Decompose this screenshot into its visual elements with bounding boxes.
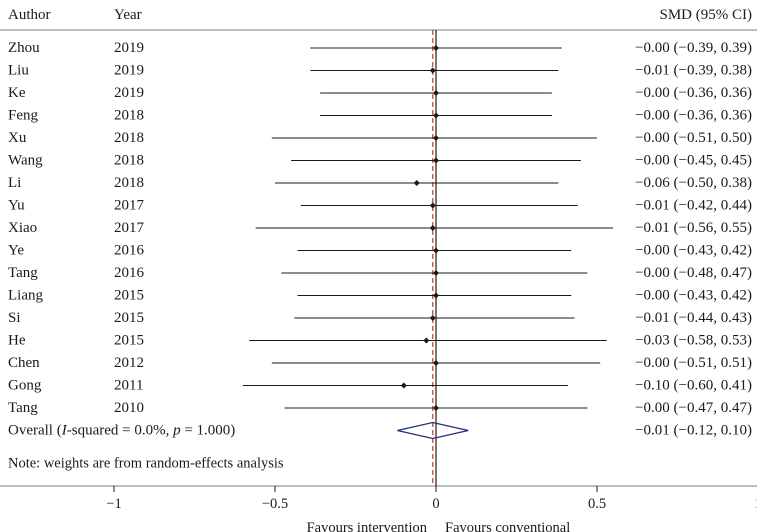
study-author: Xu <box>8 130 27 146</box>
study-year: 2018 <box>114 130 144 146</box>
study-year: 2019 <box>114 85 144 101</box>
header-effect: SMD (95% CI) <box>660 7 753 23</box>
overall-label-part: I <box>61 423 68 439</box>
study-point <box>429 67 436 74</box>
study-author: Zhou <box>8 40 40 56</box>
favours-left-label: Favours intervention <box>307 520 428 532</box>
study-year: 2015 <box>114 310 144 326</box>
study-ci-text: −0.10 (−0.60, 0.41) <box>635 378 752 394</box>
study-author: He <box>8 333 26 349</box>
study-author: Ke <box>8 85 26 101</box>
study-year: 2018 <box>114 153 144 169</box>
study-year: 2010 <box>114 400 144 416</box>
overall-label-part: Overall ( <box>8 423 62 439</box>
study-ci-text: −0.00 (−0.43, 0.42) <box>635 288 752 304</box>
study-ci-text: −0.00 (−0.45, 0.45) <box>635 153 752 169</box>
study-ci-text: −0.01 (−0.42, 0.44) <box>635 198 752 214</box>
study-author: Ye <box>8 243 24 259</box>
header-author: Author <box>8 7 51 23</box>
overall-label-part: -squared = 0.0%, <box>67 423 173 439</box>
study-author: Si <box>8 310 21 326</box>
study-ci-text: −0.00 (−0.48, 0.47) <box>635 265 752 281</box>
study-point <box>413 180 420 186</box>
study-ci-text: −0.00 (−0.36, 0.36) <box>635 85 752 101</box>
overall-label-part: p <box>172 423 181 439</box>
study-point <box>433 360 439 366</box>
study-year: 2015 <box>114 288 144 304</box>
study-author: Gong <box>8 378 42 394</box>
study-point <box>429 202 436 209</box>
study-year: 2016 <box>114 243 145 259</box>
study-point <box>429 225 436 231</box>
study-ci-text: −0.00 (−0.47, 0.47) <box>635 400 752 416</box>
study-point <box>400 382 407 389</box>
weights-note: Note: weights are from random-effects an… <box>8 456 284 472</box>
study-ci-text: −0.06 (−0.50, 0.38) <box>635 175 752 191</box>
study-year: 2019 <box>114 63 144 79</box>
study-year: 2016 <box>114 265 145 281</box>
study-author: Xiao <box>8 220 37 236</box>
study-author: Li <box>8 175 21 191</box>
x-tick-label: 1 <box>754 496 757 512</box>
study-ci-text: −0.00 (−0.43, 0.42) <box>635 243 752 259</box>
study-author: Chen <box>8 355 40 371</box>
overall-ci-text: −0.01 (−0.12, 0.10) <box>635 423 752 439</box>
study-point <box>433 90 439 96</box>
study-author: Tang <box>8 400 38 416</box>
x-tick-label: −1 <box>106 496 121 512</box>
study-year: 2015 <box>114 333 144 349</box>
favours-right-label: Favours conventional <box>445 520 570 532</box>
study-year: 2018 <box>114 108 144 124</box>
study-author: Wang <box>8 153 43 169</box>
study-point <box>433 135 439 141</box>
study-ci-text: −0.00 (−0.51, 0.51) <box>635 355 752 371</box>
study-point <box>433 405 439 411</box>
study-point <box>433 292 439 299</box>
study-year: 2017 <box>114 198 145 214</box>
study-point <box>433 112 439 119</box>
study-year: 2017 <box>114 220 145 236</box>
study-point <box>433 157 439 164</box>
study-year: 2012 <box>114 355 144 371</box>
study-year: 2018 <box>114 175 144 191</box>
study-ci-text: −0.00 (−0.39, 0.39) <box>635 40 752 56</box>
study-point <box>423 337 430 344</box>
header-year: Year <box>114 7 142 23</box>
study-author: Feng <box>8 108 39 124</box>
overall-diamond <box>397 421 469 440</box>
study-ci-text: −0.00 (−0.36, 0.36) <box>635 108 752 124</box>
overall-label: Overall (I-squared = 0.0%, p = 1.000) <box>8 423 235 439</box>
study-author: Tang <box>8 265 38 281</box>
x-tick-label: 0.5 <box>588 496 606 512</box>
study-point <box>433 270 439 276</box>
study-ci-text: −0.01 (−0.39, 0.38) <box>635 63 752 79</box>
study-author: Liu <box>8 63 29 79</box>
study-point <box>433 247 439 254</box>
study-ci-text: −0.01 (−0.56, 0.55) <box>635 220 752 236</box>
study-point <box>429 315 436 321</box>
study-ci-text: −0.03 (−0.58, 0.53) <box>635 333 752 349</box>
x-tick-label: 0 <box>432 496 439 512</box>
study-ci-text: −0.01 (−0.44, 0.43) <box>635 310 752 326</box>
study-year: 2011 <box>114 378 143 394</box>
study-author: Liang <box>8 288 43 304</box>
study-year: 2019 <box>114 40 144 56</box>
study-point <box>433 45 439 51</box>
study-author: Yu <box>8 198 25 214</box>
overall-label-part: = 1.000) <box>181 423 236 439</box>
study-ci-text: −0.00 (−0.51, 0.50) <box>635 130 752 146</box>
x-tick-label: −0.5 <box>262 496 288 512</box>
